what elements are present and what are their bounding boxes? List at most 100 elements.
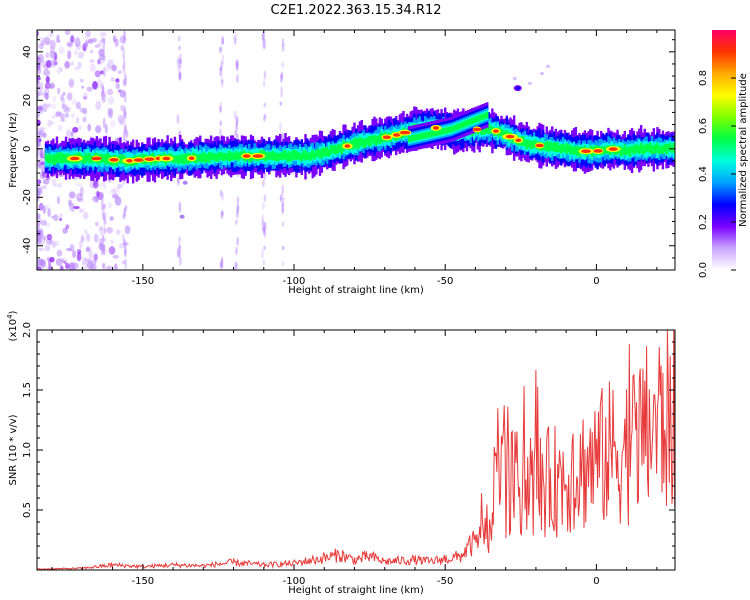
spectrogram-streak-dot: [279, 194, 283, 201]
spectrogram-streak-dot: [178, 236, 181, 243]
spectrogram-band: [213, 154, 216, 162]
spectrogram-noise-dot: [86, 86, 93, 92]
spectrogram-branch: [466, 119, 470, 126]
spectrogram-streak-dot: [236, 59, 239, 67]
spectrogram-band: [532, 139, 536, 149]
spectrogram-peak: [133, 158, 144, 162]
spectrogram-noise-dot: [37, 76, 41, 81]
spectrogram-noise-dot: [37, 221, 41, 231]
spectrogram-streak-dot: [263, 221, 267, 230]
spectrogram-peak: [472, 127, 482, 132]
spectrogram-streak-dot: [261, 214, 265, 224]
spectrogram-noise-dot: [85, 30, 91, 38]
spectrogram-noise-dot: [39, 37, 46, 42]
spectrogram-band: [367, 136, 371, 146]
spectrogram-noise-dot: [62, 227, 68, 234]
snr-content: [37, 330, 675, 570]
spectrogram-noise-dot: [46, 238, 53, 245]
spectrogram-noise-dot: [120, 104, 126, 112]
spectrogram-streak-dot: [234, 31, 237, 44]
spectrogram-band: [229, 152, 233, 161]
spectrogram-band: [215, 153, 218, 162]
spectrogram-band: [375, 135, 378, 147]
spectrogram-streak-dot: [219, 66, 223, 72]
spectrogram-noise-dot: [46, 263, 53, 270]
spectrogram-noise-dot: [37, 216, 42, 226]
spectrogram-branch: [486, 111, 489, 119]
spectrogram-noise-dot: [49, 50, 56, 59]
spectrogram-streak-dot: [123, 68, 126, 77]
spectrogram-noise-dot: [106, 226, 113, 234]
spectrogram-band: [228, 150, 231, 162]
spectrogram-noise-dot: [67, 50, 72, 60]
spectrogram-feature: [179, 214, 185, 219]
snr-ticks: -150 -100 -50 0 0.5 1.0 1.5 2.0: [22, 322, 675, 587]
spectrogram-band: [284, 150, 287, 160]
spectrogram-streak-dot: [262, 80, 266, 87]
spectrogram-noise-dot: [39, 42, 44, 50]
spectrogram-band: [335, 146, 338, 155]
spectrogram-band: [483, 123, 487, 135]
spectrogram-peak: [493, 129, 499, 133]
spectrogram-noise-dot: [97, 192, 104, 201]
spectrogram-band: [61, 153, 64, 164]
spectrogram-streak-dot: [263, 113, 267, 120]
spectrogram-streak-dot: [236, 204, 240, 213]
spectrogram-noise-dot: [48, 82, 55, 89]
spectrogram-band: [326, 147, 329, 157]
spectrogram-noise-dot: [96, 78, 102, 89]
spectrogram-streak-dot: [263, 114, 266, 122]
spectrogram-streak-dot: [123, 208, 126, 217]
spectrogram-band: [554, 142, 558, 152]
spectrogram-band: [373, 135, 376, 145]
spectrogram-band: [298, 152, 302, 161]
spectrogram-noise-dot: [59, 217, 63, 222]
spectrogram-noise-dot: [116, 229, 121, 235]
x-tick-label: -100: [283, 576, 306, 587]
spectrogram-band: [336, 143, 340, 154]
spectrogram-noise-dot: [68, 199, 72, 207]
spectrogram-band: [353, 138, 356, 149]
x-tick-label: -50: [437, 276, 453, 287]
spectrogram-band: [268, 152, 271, 161]
spectrogram-branch: [439, 128, 442, 135]
spectrogram-band: [485, 124, 489, 134]
spectrogram-streak-dot: [102, 117, 106, 129]
colorbar-tick-label: 0.2: [698, 214, 709, 230]
spectrogram-branch: [462, 121, 466, 128]
spectrogram-noise-dot: [48, 258, 52, 268]
spectrogram-panel: -150 -100 -50 0 -40 -20 0 20 40 Height of straig…: [8, 29, 676, 296]
spectrogram-band: [356, 138, 360, 150]
spectrogram-noise-dot: [56, 196, 61, 205]
spectrogram-noise-dot: [80, 78, 84, 83]
spectrogram-band: [636, 146, 639, 153]
spectrogram-noise-dot: [73, 66, 80, 71]
spectrogram-band: [558, 145, 561, 152]
spectrogram-noise-dot: [55, 111, 61, 117]
spectrogram-noise-dot: [44, 92, 49, 100]
spectrogram-band: [269, 152, 273, 160]
spectrogram-branch: [475, 116, 478, 123]
spectrogram-streak-dot: [236, 236, 239, 246]
spectrogram-noise-dot: [104, 123, 108, 134]
spectrogram-band: [278, 152, 282, 160]
spectrogram-noise-dot: [51, 103, 56, 110]
spectrogram-noise-dot: [64, 111, 69, 119]
spectrogram-noise-dot: [82, 107, 88, 115]
spectrogram-band: [527, 139, 530, 148]
spectrogram-streak-dot: [233, 110, 237, 121]
spectrogram-streak-dot: [177, 35, 181, 42]
spectrogram-noise-dot: [93, 253, 98, 261]
spectrogram-band: [280, 152, 284, 160]
spectrogram-band: [487, 123, 490, 134]
spectrogram-streak-dot: [123, 238, 126, 248]
spectrogram-noise-dot: [81, 85, 85, 89]
spectrogram-peak: [109, 158, 119, 162]
spectrogram-band: [235, 151, 238, 161]
spectrogram-band: [309, 152, 313, 161]
colorbar-ticks: 0.0 0.2 0.4 0.6 0.8: [698, 70, 736, 278]
spectrogram-band: [570, 146, 574, 154]
spectrogram-band: [90, 155, 93, 164]
spectrogram-noise-dot: [60, 94, 64, 102]
spectrogram-streak-dot: [179, 255, 182, 267]
